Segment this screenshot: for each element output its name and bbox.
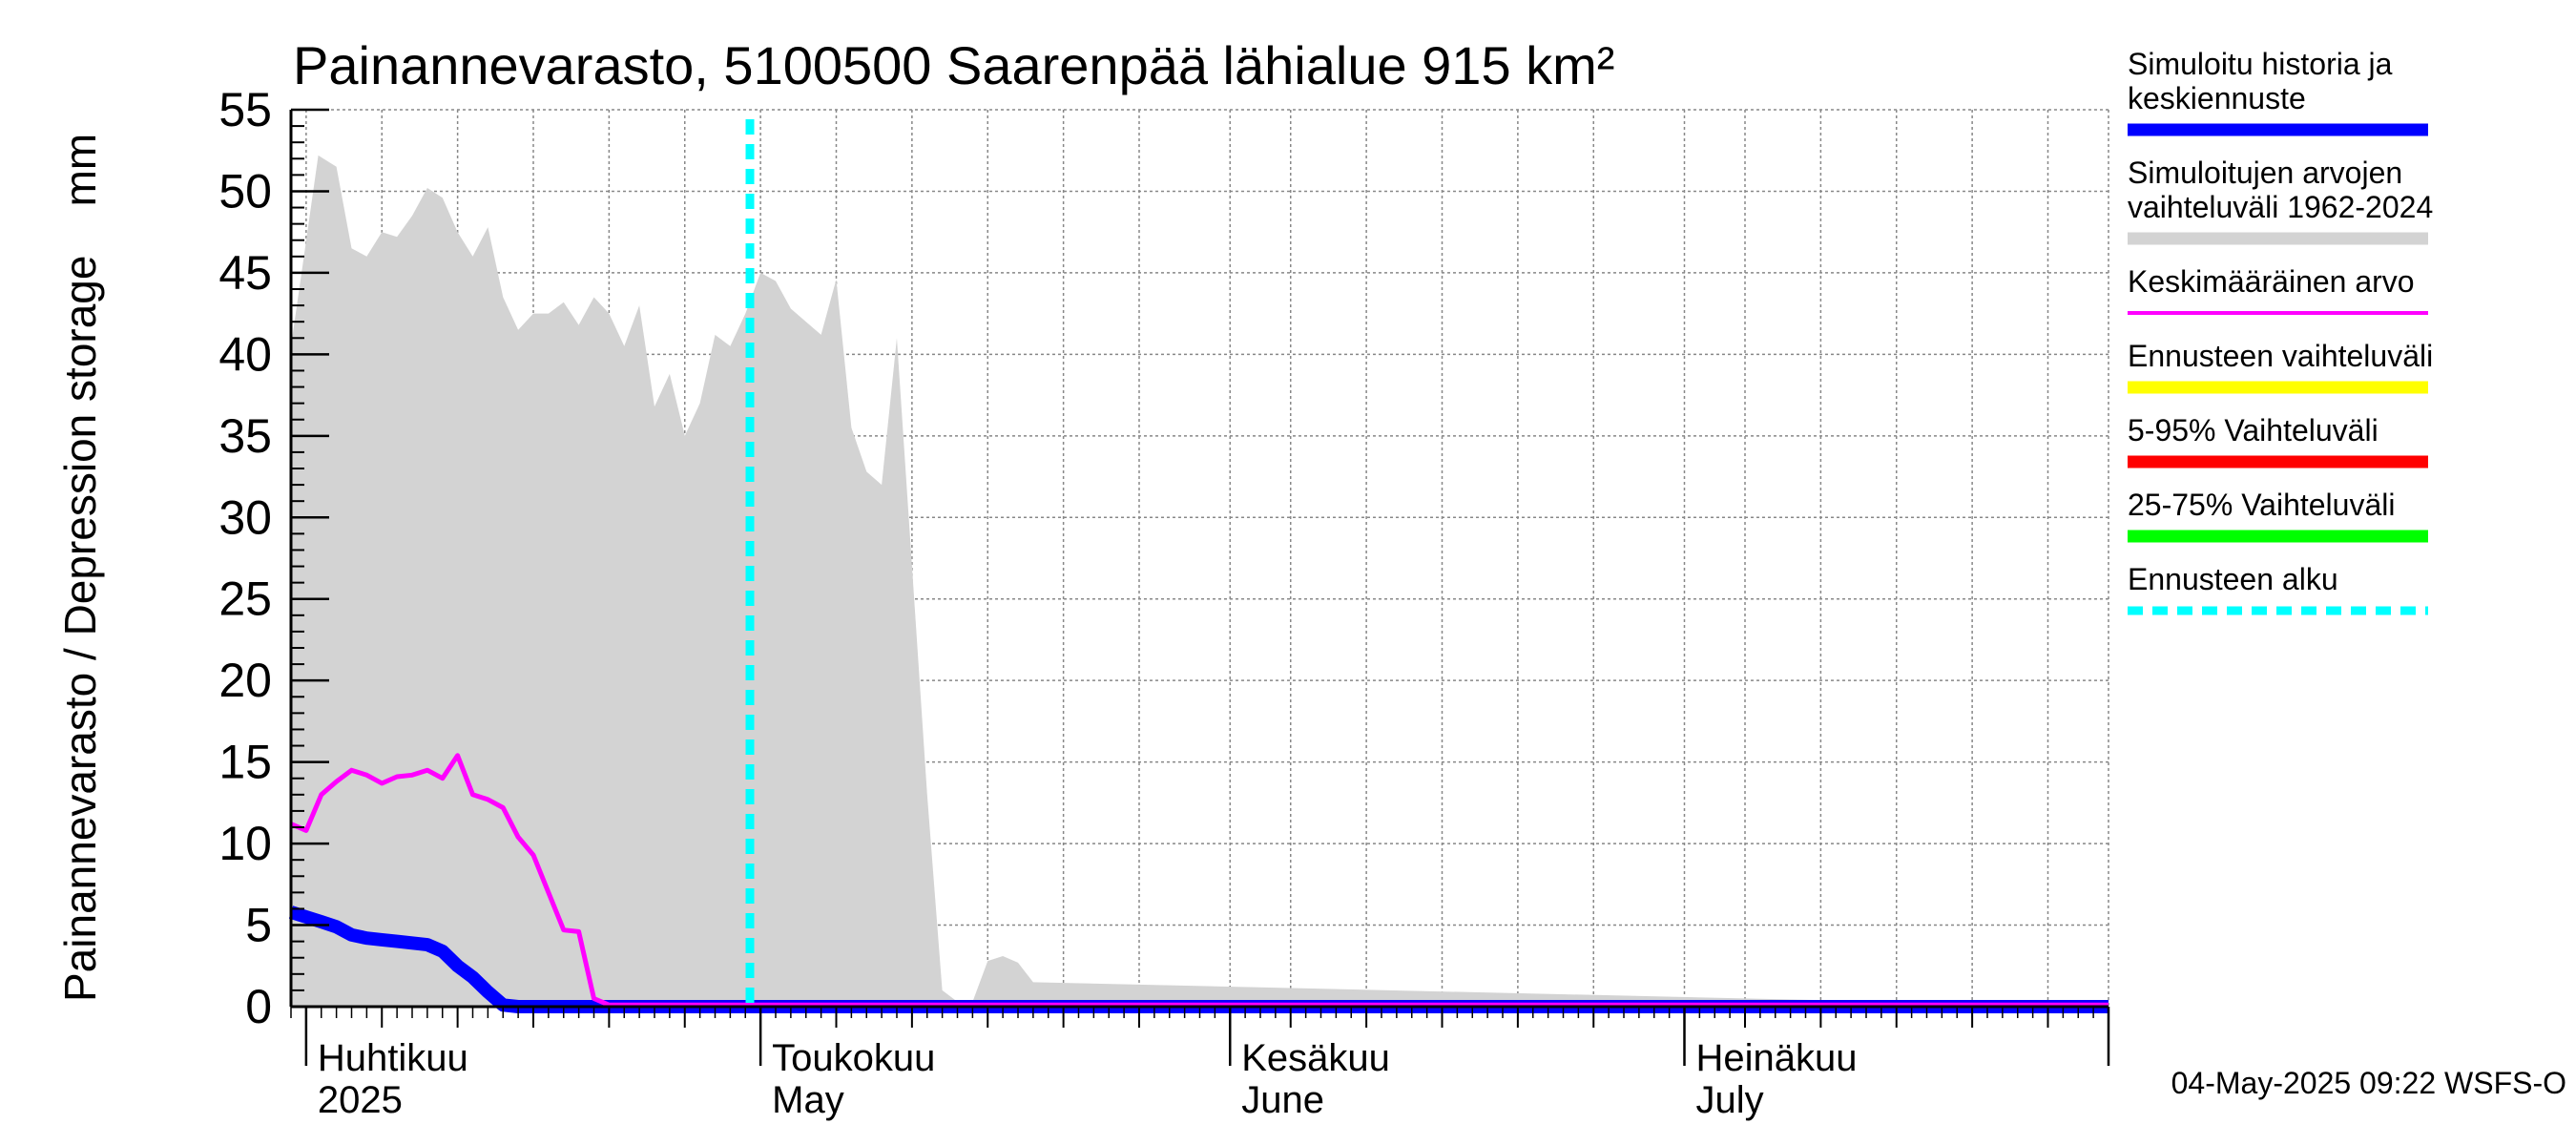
legend-label: Keskimääräinen arvo	[2128, 264, 2415, 299]
y-tick-label: 35	[218, 409, 272, 463]
y-tick-label: 5	[245, 899, 272, 952]
chart-title: Painannevarasto, 5100500 Saarenpää lähia…	[293, 35, 1614, 95]
legend-label: Simuloitujen arvojen	[2128, 156, 2402, 190]
axes	[289, 108, 2110, 1066]
y-axis-label: Painannevarasto / Depression storage mm	[55, 134, 105, 1002]
x-month-sublabel: July	[1696, 1079, 1764, 1121]
x-month-label: Huhtikuu	[318, 1037, 468, 1079]
y-tick-label: 45	[218, 246, 272, 300]
y-tick-label: 15	[218, 736, 272, 789]
legend-label: keskiennuste	[2128, 81, 2306, 115]
timestamp-label: 04-May-2025 09:22 WSFS-O	[2171, 1066, 2566, 1100]
mean-line	[290, 753, 2109, 1008]
legend-label: 5-95% Vaihteluväli	[2128, 413, 2379, 448]
y-tick-label: 55	[218, 83, 272, 136]
x-month-sublabel: May	[772, 1079, 844, 1121]
y-tick-label: 50	[218, 164, 272, 218]
x-month-sublabel: 2025	[318, 1079, 403, 1121]
legend-label: Simuloitu historia ja	[2128, 47, 2393, 81]
y-tick-label: 30	[218, 490, 272, 544]
y-tick-label: 25	[218, 572, 272, 626]
x-month-label: Kesäkuu	[1241, 1037, 1390, 1079]
y-tick-label: 10	[218, 817, 272, 870]
y-tick-label: 20	[218, 654, 272, 707]
y-tick-label: 0	[245, 980, 272, 1033]
x-month-sublabel: June	[1241, 1079, 1324, 1121]
y-tick-labels: 0 5 10 15 20 25 30 35 40 45 50 55	[218, 83, 272, 1033]
legend-label: 25-75% Vaihteluväli	[2128, 488, 2395, 522]
y-tick-label: 40	[218, 327, 272, 381]
legend-label: Ennusteen vaihteluväli	[2128, 339, 2433, 373]
range-area	[291, 155, 2109, 1007]
x-month-label: Heinäkuu	[1696, 1037, 1858, 1079]
legend-label: vaihteluväli 1962-2024	[2128, 190, 2433, 224]
legend-label: Ennusteen alku	[2128, 562, 2338, 596]
x-month-label: Toukokuu	[772, 1037, 935, 1079]
